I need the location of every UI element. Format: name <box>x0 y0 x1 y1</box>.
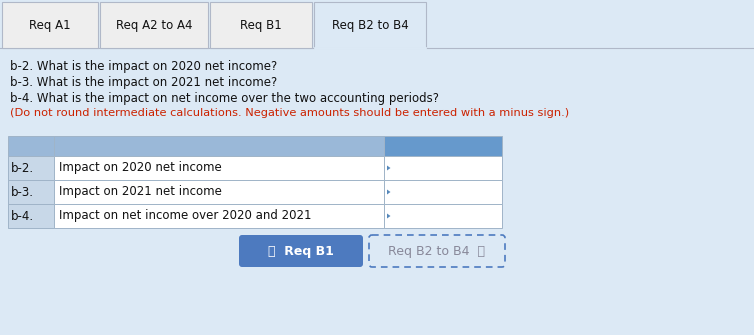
Text: b-3. What is the impact on 2021 net income?: b-3. What is the impact on 2021 net inco… <box>10 76 277 89</box>
Text: Req B2 to B4: Req B2 to B4 <box>332 18 409 31</box>
FancyBboxPatch shape <box>384 156 502 180</box>
FancyBboxPatch shape <box>239 235 363 267</box>
FancyBboxPatch shape <box>8 204 54 228</box>
Text: Req A1: Req A1 <box>29 18 71 31</box>
Text: (Do not round intermediate calculations. Negative amounts should be entered with: (Do not round intermediate calculations.… <box>10 108 569 118</box>
FancyBboxPatch shape <box>0 48 754 335</box>
FancyBboxPatch shape <box>384 136 502 156</box>
FancyBboxPatch shape <box>100 2 208 48</box>
Text: Req B1: Req B1 <box>240 18 282 31</box>
FancyBboxPatch shape <box>8 136 54 156</box>
FancyBboxPatch shape <box>54 180 384 204</box>
Text: Impact on 2020 net income: Impact on 2020 net income <box>59 161 222 175</box>
FancyBboxPatch shape <box>2 2 98 48</box>
FancyBboxPatch shape <box>54 204 384 228</box>
FancyBboxPatch shape <box>384 180 502 204</box>
FancyBboxPatch shape <box>8 156 54 180</box>
Text: Req A2 to A4: Req A2 to A4 <box>116 18 192 31</box>
Polygon shape <box>387 213 391 218</box>
Text: b-2.: b-2. <box>11 161 34 175</box>
Text: Req B2 to B4  〉: Req B2 to B4 〉 <box>388 245 486 258</box>
FancyBboxPatch shape <box>314 2 426 48</box>
Polygon shape <box>387 165 391 171</box>
FancyBboxPatch shape <box>8 180 54 204</box>
FancyBboxPatch shape <box>384 204 502 228</box>
FancyBboxPatch shape <box>54 136 384 156</box>
Polygon shape <box>387 190 391 195</box>
Text: b-2. What is the impact on 2020 net income?: b-2. What is the impact on 2020 net inco… <box>10 60 277 73</box>
Text: b-3.: b-3. <box>11 186 34 199</box>
FancyBboxPatch shape <box>369 235 505 267</box>
Text: 〈  Req B1: 〈 Req B1 <box>268 245 334 258</box>
FancyBboxPatch shape <box>210 2 312 48</box>
Text: Impact on net income over 2020 and 2021: Impact on net income over 2020 and 2021 <box>59 209 311 222</box>
FancyBboxPatch shape <box>54 156 384 180</box>
Text: b-4. What is the impact on net income over the two accounting periods?: b-4. What is the impact on net income ov… <box>10 92 439 105</box>
Text: b-4.: b-4. <box>11 209 34 222</box>
Text: Impact on 2021 net income: Impact on 2021 net income <box>59 186 222 199</box>
